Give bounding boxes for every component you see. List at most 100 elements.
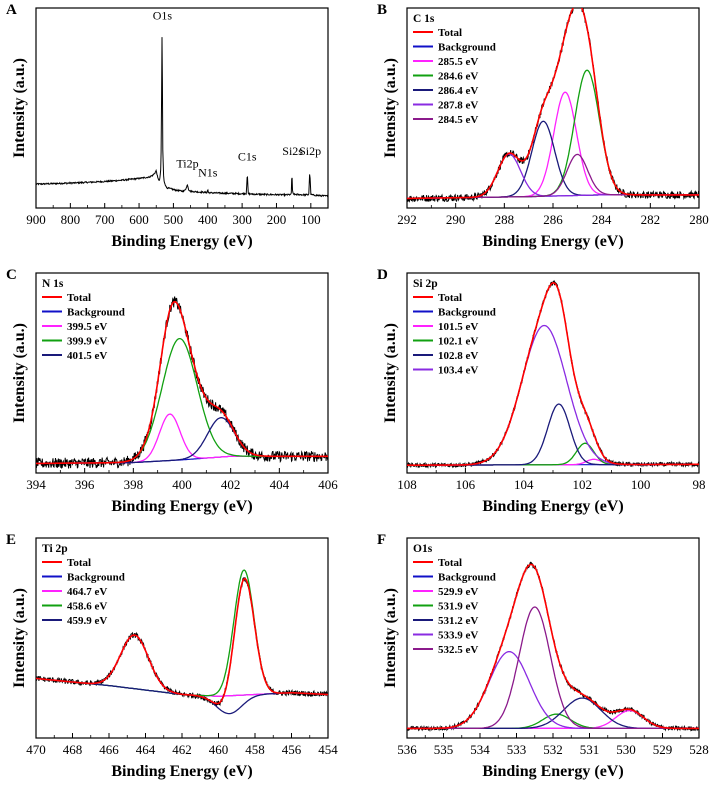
component-line-102-1-ev	[407, 442, 699, 466]
x-tick-label: 534	[470, 742, 490, 757]
y-axis-label: Intensity (a.u.)	[11, 58, 28, 158]
legend-entry: Total	[67, 557, 91, 569]
legend-entry: 532.5 eV	[438, 644, 478, 656]
legend-entry: 399.5 eV	[67, 321, 107, 333]
panel-label: F	[377, 532, 386, 548]
panel-c: C 394 396 398 400 402 404 406 Binding Energy (eV…	[6, 267, 338, 515]
x-tick-label: 528	[689, 742, 709, 757]
legend-entry: 458.6 eV	[67, 601, 107, 613]
legend-entry: Total	[438, 292, 462, 304]
legend-title: Ti 2p	[42, 543, 68, 555]
legend-entry: 284.5 eV	[438, 114, 478, 126]
legend-entry: Background	[67, 572, 125, 584]
x-tick-label: 406	[318, 477, 338, 492]
panel-label: E	[6, 532, 16, 548]
legend-entry: 286.4 eV	[438, 85, 478, 97]
peak-annotation: Si2p	[299, 144, 321, 158]
x-tick-label: 532	[543, 742, 563, 757]
x-tick-label: 102	[572, 477, 592, 492]
x-axis-label: Binding Energy (eV)	[111, 233, 252, 250]
legend-entry: Background	[67, 307, 125, 319]
x-tick-label: 600	[129, 212, 149, 227]
x-tick-label: 400	[172, 477, 192, 492]
x-tick-label: 400	[198, 212, 218, 227]
legend-entry: 102.1 eV	[438, 336, 478, 348]
x-axis-label: Binding Energy (eV)	[111, 763, 252, 780]
x-tick-label: 402	[221, 477, 241, 492]
legend: Ti 2p Total Background 464.7 eV 458.6 eV 459.…	[42, 543, 125, 627]
legend-entry: Total	[67, 292, 91, 304]
total-fit-line	[407, 8, 699, 200]
legend-title: O1s	[413, 543, 433, 555]
legend-entry: 531.2 eV	[438, 615, 478, 627]
component-line-284-5-ev	[407, 153, 699, 200]
x-tick-label: 200	[267, 212, 287, 227]
x-tick-label: 536	[397, 742, 417, 757]
x-tick-label: 462	[172, 742, 192, 757]
x-tick-label: 292	[397, 212, 417, 227]
x-axis-label: Binding Energy (eV)	[482, 763, 623, 780]
x-tick-label: 98	[693, 477, 706, 492]
x-tick-label: 100	[301, 212, 321, 227]
x-tick-label: 394	[26, 477, 46, 492]
plot-area	[36, 37, 328, 198]
x-tick-label: 460	[209, 742, 229, 757]
x-tick-label: 466	[99, 742, 119, 757]
component-line-533-9-ev	[407, 650, 699, 730]
plot-frame	[35, 7, 329, 209]
panel-e: E 470 468 466 464 462 460 458 456 454 Binding Ener…	[6, 532, 338, 780]
x-tick-label: 454	[318, 742, 338, 757]
x-tick-label: 900	[26, 212, 46, 227]
legend-entry: Background	[438, 307, 496, 319]
x-tick-label: 100	[631, 477, 651, 492]
x-tick-label: 530	[616, 742, 636, 757]
plot-area	[407, 279, 699, 469]
x-axis-label: Binding Energy (eV)	[482, 233, 623, 250]
legend-entry: 399.9 eV	[67, 336, 107, 348]
x-tick-label: 500	[164, 212, 184, 227]
panel-f: F 536 535 534 533 532 531 530 529 528 Binding Ener…	[377, 532, 709, 780]
legend-entry: 287.8 eV	[438, 100, 478, 112]
legend-entry: 285.5 eV	[438, 56, 478, 68]
panel-label: C	[6, 267, 17, 283]
x-tick-label: 458	[245, 742, 265, 757]
x-tick-label: 108	[397, 477, 417, 492]
legend-title: C 1s	[413, 13, 435, 25]
legend-entry: 529.9 eV	[438, 586, 478, 598]
legend-entry: Total	[438, 27, 462, 39]
x-tick-label: 396	[75, 477, 95, 492]
legend-entry: 101.5 eV	[438, 321, 478, 333]
component-line-532-5-ev	[407, 606, 699, 730]
x-tick-label: 398	[124, 477, 144, 492]
peak-annotation: C1s	[238, 150, 257, 164]
x-tick-label: 290	[446, 212, 466, 227]
x-tick-label: 404	[270, 477, 290, 492]
x-tick-label: 529	[653, 742, 673, 757]
panel-label: A	[6, 2, 17, 18]
legend-title: N 1s	[42, 278, 64, 290]
component-line-102-8-ev	[407, 403, 699, 466]
y-axis-label: Intensity (a.u.)	[11, 323, 28, 423]
x-tick-label: 800	[61, 212, 81, 227]
y-axis-label: Intensity (a.u.)	[382, 323, 399, 423]
plot-area	[407, 8, 699, 203]
component-line-287-8-ev	[407, 153, 699, 200]
panel-b: B 292 290 288 286 284 282 280 Binding Energy (eV…	[377, 2, 709, 250]
x-tick-label: 288	[495, 212, 515, 227]
x-tick-label: 533	[507, 742, 527, 757]
legend-entry: 284.6 eV	[438, 71, 478, 83]
raw-data-line	[407, 279, 699, 469]
legend-entry: 531.9 eV	[438, 601, 478, 613]
x-tick-label: 286	[543, 212, 563, 227]
total-fit-line	[407, 563, 699, 730]
x-tick-label: 531	[580, 742, 600, 757]
x-tick-label: 464	[136, 742, 156, 757]
x-tick-label: 282	[641, 212, 661, 227]
panel-d: D 108 106 104 102 100 98 Binding Energy (eV) Int…	[377, 267, 706, 515]
x-tick-label: 470	[26, 742, 46, 757]
legend: O1s Total Background 529.9 eV 531.9 eV 531.2 …	[413, 543, 496, 656]
total-fit-line	[36, 578, 328, 705]
